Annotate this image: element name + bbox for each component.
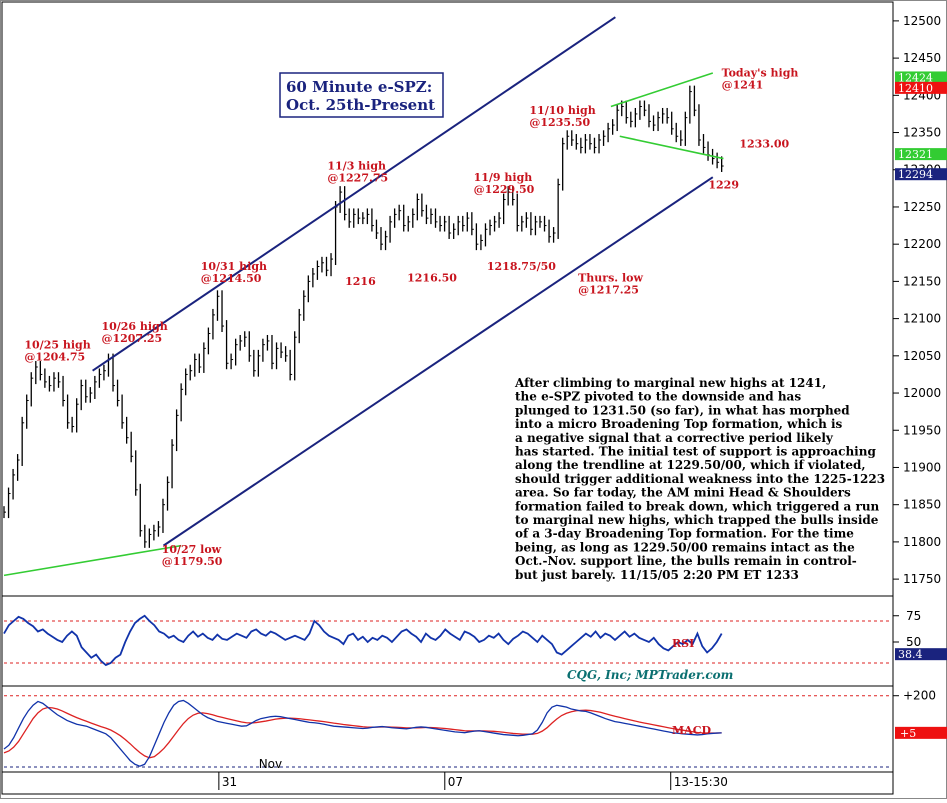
chart-title-box: 60 Minute e-SPZ: Oct. 25th-Present [279,72,444,118]
commentary-line: of a 3-day Broadening Top formation. For… [515,527,854,541]
macd-line [3,699,722,767]
commentary-line: should trigger additional weakness into … [515,472,885,486]
chart-title-line-1: 60 Minute e-SPZ: [286,78,432,96]
price-badge-label: 12410 [898,82,933,95]
price-bars [3,85,724,548]
price-axis-label: 11800 [903,535,941,549]
annotation-label: @1214.50 [201,272,262,285]
rsi-badge-bg [895,648,947,661]
annotation-label: @1217.25 [578,283,639,296]
trendline-upper-channel [92,16,616,372]
commentary-line: formation failed to break down, which tr… [515,499,880,513]
annotation-label: 11/10 high [529,104,595,117]
time-axis-label: 31 [222,775,237,789]
annotation-label: Today's high [722,67,799,80]
trendlines [3,16,724,577]
time-axis-label: 13-15:30 [674,775,728,789]
annotation-label: @1227.75 [327,172,388,185]
price-badge-bg [895,168,947,181]
rsi-axis-label: 50 [906,635,921,649]
price-axis-label: 12450 [903,51,941,65]
annotation-label: 1216.50 [407,271,457,284]
annotation-label: 1233.00 [739,137,789,150]
price-axis-label: 11900 [903,460,941,474]
commentary-line: along the trendline at 1229.50/00, which… [515,458,866,472]
annotation-label: @1235.50 [529,116,590,129]
macd-signal-line [3,706,722,759]
macd-label: MACD [672,724,711,737]
source-credit: CQG, Inc; MPTrader.com [567,668,733,682]
commentary-line: has started. The initial test of support… [515,445,876,459]
price-axis-label: 12000 [903,386,941,400]
rsi-label: RSI [672,637,694,650]
price-badge-bg [895,71,947,84]
rsi-axis-label: 75 [906,609,921,623]
price-axis-label: 11850 [903,498,941,512]
price-axis-label: 12150 [903,274,941,288]
macd-badge-label: +5 [900,727,916,740]
title-frame [279,72,444,118]
annotation-label: 10/26 high [101,320,167,333]
annotation-label: @1179.50 [162,555,223,568]
chart-title-line-2: Oct. 25th-Present [286,96,435,114]
annotation-label: @1241 [722,79,764,92]
annotation-label: 11/9 high [474,171,533,184]
commentary-line: to marginal new highs, which trapped the… [515,513,879,527]
price-badge-label: 12294 [898,168,933,181]
annotation-label: 10/27 low [162,543,222,556]
annotation-label: 1218.75/50 [487,260,556,273]
price-badge-label: 12321 [898,148,933,161]
commentary-line: into a micro Broadening Top formation, w… [515,417,843,431]
rsi-badge-label: 38.4 [898,648,923,661]
annotation-label: @1204.75 [24,350,85,363]
macd-pane: +200 +5 [3,689,947,768]
time-axis: 31 07 13-15:30 Nov [218,757,728,790]
commentary-line: a negative signal that a corrective peri… [515,431,834,445]
price-axis-label: 12050 [903,349,941,363]
annotation-label: @1207.25 [101,332,162,345]
price-badge-label: 12424 [898,71,933,84]
macd-axis-label: +200 [903,689,936,703]
annotations: 10/25 high@1204.75 10/26 high@1207.25 10/3… [24,67,798,568]
annotation-label: @1229.50 [474,183,535,196]
price-axis-label: 12250 [903,200,941,214]
price-axis-label: 12500 [903,14,941,28]
macd-badge-bg [895,726,947,739]
trendline-support-green [3,544,182,577]
price-axis-label: 12350 [903,126,941,140]
time-axis-frame [1,771,894,795]
price-badge-bg [895,148,947,161]
price-axis-label: 12200 [903,237,941,251]
price-badge-bg [895,81,947,94]
annotation-label: 1229 [708,178,739,191]
rsi-line [3,614,723,667]
price-axis-label: 12100 [903,312,941,326]
commentary-line: the e-SPZ pivoted to the downside and ha… [515,390,801,404]
time-axis-month-label: Nov [259,757,282,771]
trendline-broadening-top-upper [610,72,714,108]
time-axis-label: 07 [448,775,463,789]
annotation-label: 10/31 high [201,260,267,273]
commentary-line: After climbing to marginal new highs at … [514,376,826,390]
annotation-label: Thurs. low [578,271,643,284]
trendline-broadening-top-lower [619,135,724,160]
price-axis-label: 11750 [903,572,941,586]
commentary-line: area. So far today, the AM mini Head & S… [515,486,851,500]
annotation-label: 11/3 high [327,160,386,173]
price-axis-label: 11950 [903,423,941,437]
annotation-label: 1216 [345,275,376,288]
commentary-line: Oct.-Nov. support line, the bulls remain… [515,554,857,568]
commentary-line: but just barely. 11/15/05 2:20 PM ET 123… [515,568,799,582]
commentary-line: being, as long as 1229.50/00 remains int… [515,540,855,554]
trendline-lower-channel [162,176,714,547]
commentary: After climbing to marginal new highs at … [514,376,885,582]
commentary-line: plunged to 1231.50 (so far), in what has… [515,403,850,417]
annotation-label: 10/25 high [24,338,90,351]
